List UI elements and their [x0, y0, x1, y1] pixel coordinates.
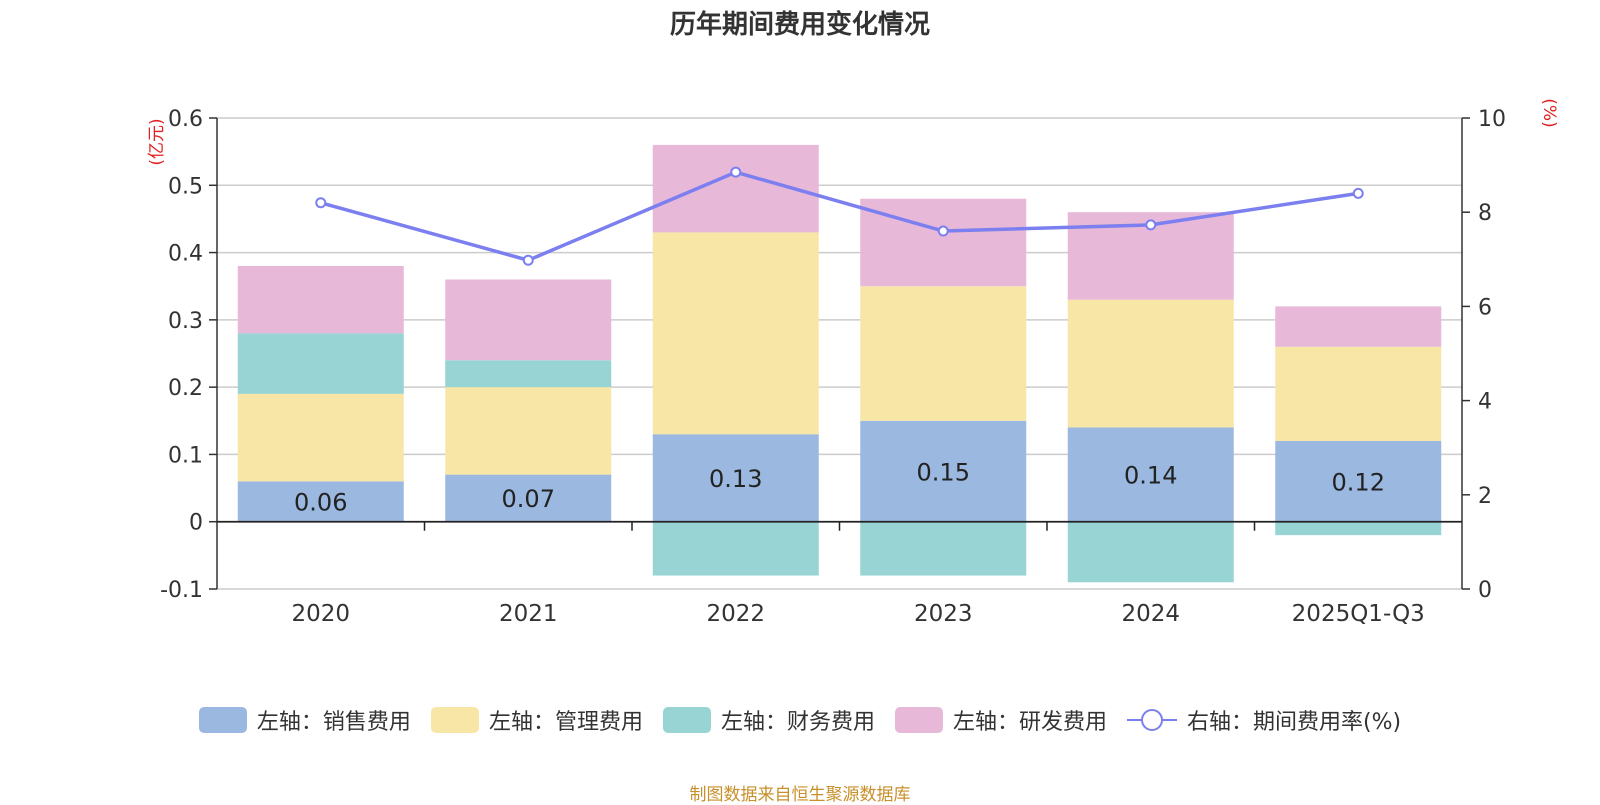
bar-finance-2021: [445, 360, 612, 388]
legend-swatch-sales: [198, 707, 247, 733]
bar-rd-2021: [445, 279, 612, 361]
bar-admin-2023: [860, 286, 1027, 421]
bar-sales-2022: [652, 434, 819, 522]
bar-sales-2024: [1067, 427, 1234, 522]
legend-swatch-rate: [1126, 709, 1177, 731]
bar-finance-2024: [1067, 521, 1234, 583]
bar-finance-2022: [652, 521, 819, 576]
bar-admin-2021: [445, 387, 612, 475]
bar-data-label: 0.12: [1332, 468, 1385, 496]
x-tick-label: 2023: [914, 601, 973, 627]
right-tick-label: 4: [1478, 390, 1492, 415]
right-tick-label: 2: [1478, 484, 1492, 509]
legend-label-admin: 左轴：管理费用: [488, 710, 643, 735]
chart-legend: 左轴：销售费用 左轴：管理费用 左轴：财务费用 左轴：研发费用 右轴：期间费用率…: [0, 704, 1600, 736]
bar-rd-2023: [860, 198, 1027, 287]
right-tick-label: 0: [1478, 578, 1492, 603]
rate-point: [937, 225, 949, 237]
bar-rd-2020: [237, 266, 404, 334]
legend-item-rate[interactable]: 右轴：期间费用率(%): [1126, 704, 1402, 736]
rate-line: [320, 170, 1359, 263]
left-tick-label: 0.6: [168, 107, 203, 132]
bar-data-label: 0.06: [294, 489, 347, 517]
bar-sales-2020: [237, 481, 404, 522]
bar-sales-2023: [860, 420, 1027, 522]
right-tick-label: 8: [1478, 201, 1492, 226]
left-tick-label: 0.1: [168, 443, 203, 468]
rate-point: [1352, 187, 1364, 199]
bar-sales-2025Q1-Q3: [1275, 440, 1442, 522]
legend-swatch-rd: [894, 707, 943, 733]
rate-point: [522, 254, 534, 266]
left-tick-label: 0.5: [168, 174, 203, 199]
right-tick-label: 6: [1478, 295, 1492, 320]
x-tick-label: 2022: [706, 601, 765, 627]
left-tick-label: 0.4: [168, 242, 203, 267]
bar-finance-2023: [860, 521, 1027, 576]
legend-label-rate: 右轴：期间费用率(%): [1186, 710, 1402, 735]
x-tick-label: 2021: [499, 601, 558, 627]
bar-data-label: 0.14: [1124, 462, 1177, 490]
rate-point: [315, 197, 327, 209]
bar-sales-2021: [445, 474, 612, 522]
legend-item-rd[interactable]: 左轴：研发费用: [894, 704, 1107, 736]
legend-swatch-admin: [430, 707, 479, 733]
bar-admin-2024: [1067, 299, 1234, 428]
x-tick-label: 2024: [1121, 601, 1180, 627]
left-axis-unit: (亿元): [147, 118, 167, 165]
right-tick-label: 10: [1478, 107, 1506, 132]
legend-label-sales: 左轴：销售费用: [256, 710, 411, 735]
legend-item-sales[interactable]: 左轴：销售费用: [198, 704, 411, 736]
left-tick-label: 0: [189, 511, 203, 536]
rate-point: [730, 166, 742, 178]
right-axis-unit: (%): [1539, 98, 1559, 127]
bar-admin-2022: [652, 232, 819, 435]
rate-point: [1145, 219, 1157, 231]
bar-data-label: 0.15: [917, 458, 970, 486]
left-tick-label: 0.3: [168, 309, 203, 334]
bar-data-label: 0.13: [709, 465, 762, 493]
bar-data-label: 0.07: [502, 485, 555, 513]
x-tick-label: 2020: [291, 601, 350, 627]
legend-item-finance[interactable]: 左轴：财务费用: [662, 704, 875, 736]
left-tick-label: 0.2: [168, 376, 203, 401]
bar-finance-2025Q1-Q3: [1275, 521, 1442, 536]
bar-admin-2020: [237, 393, 404, 482]
left-tick-label: -0.1: [160, 578, 203, 603]
legend-swatch-finance: [662, 707, 711, 733]
bar-admin-2025Q1-Q3: [1275, 346, 1442, 441]
legend-label-finance: 左轴：财务费用: [720, 710, 875, 735]
bar-rd-2025Q1-Q3: [1275, 306, 1442, 347]
legend-item-admin[interactable]: 左轴：管理费用: [430, 704, 643, 736]
data-source-note: 制图数据来自恒生聚源数据库: [689, 785, 911, 805]
bar-finance-2020: [237, 333, 404, 394]
chart-title: 历年期间费用变化情况: [669, 10, 930, 40]
legend-label-rd: 左轴：研发费用: [952, 710, 1107, 735]
x-tick-label: 2025Q1-Q3: [1292, 601, 1425, 627]
